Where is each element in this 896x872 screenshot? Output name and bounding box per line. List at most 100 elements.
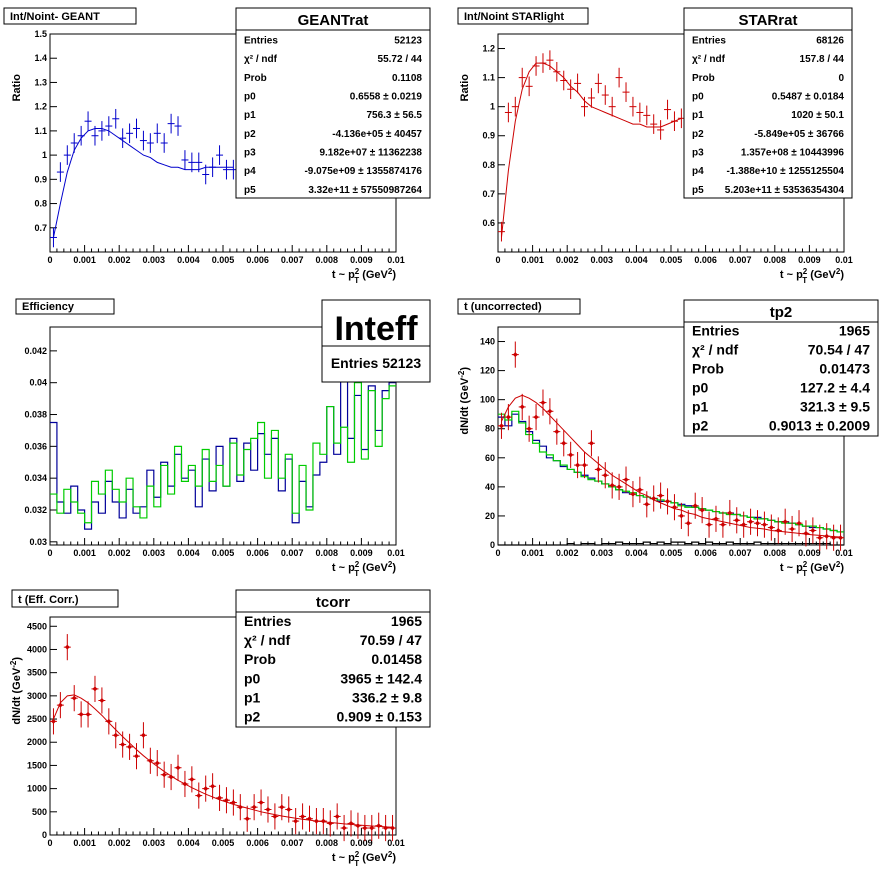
stats-row-value: 68126: [816, 35, 844, 46]
stats-row-value: 0.9013 ± 0.2009: [769, 418, 870, 434]
hist-title: Int/Noint- GEANT: [10, 11, 100, 23]
y-tick-label: 140: [480, 337, 495, 347]
data-point-marker: [547, 408, 553, 414]
data-point-marker: [817, 535, 823, 541]
data-point-marker: [71, 695, 77, 701]
data-point-marker: [78, 711, 84, 717]
data-point-marker: [568, 452, 574, 458]
data-point-marker: [106, 718, 112, 724]
stats-title: tp2: [770, 304, 793, 321]
y-tick-label: 1.2: [482, 44, 495, 54]
data-point-marker: [161, 772, 167, 778]
y-tick-label: 2500: [27, 714, 47, 724]
stats-box: [683, 7, 853, 199]
y-tick-label: 1: [490, 102, 495, 112]
x-tick-label: 0.009: [798, 548, 821, 558]
y-tick-label: 40: [485, 482, 495, 492]
y-tick-label: 120: [480, 366, 495, 376]
x-tick-label: 0.002: [556, 255, 579, 265]
data-point-marker: [838, 535, 844, 541]
x-tick-label: 0.007: [729, 548, 752, 558]
x-tick-label: 0.005: [660, 548, 683, 558]
data-point-marker: [223, 797, 229, 803]
data-point-marker: [355, 823, 361, 829]
y-tick-label: 1.2: [34, 102, 47, 112]
stats-row-label: p4: [244, 166, 256, 177]
data-point-marker: [713, 516, 719, 522]
x-axis-label: t ~ p2 T (GeV2): [780, 560, 844, 578]
y-tick-label: 3500: [27, 668, 47, 678]
data-point-marker: [741, 522, 747, 528]
stats-row-label: p0: [244, 670, 261, 686]
stats-row-label: χ² / ndf: [692, 342, 738, 358]
data-point-marker: [369, 825, 375, 831]
data-point-marker: [831, 535, 837, 541]
stats-row-value: 70.59 / 47: [360, 632, 422, 648]
x-tick-label: 0.007: [281, 255, 304, 265]
data-point-marker: [327, 820, 333, 826]
x-tick-label: 0: [495, 255, 500, 265]
stats-row-value: 55.72 / 44: [378, 54, 423, 65]
x-tick-label: 0.008: [764, 255, 787, 265]
x-tick-label: 0.004: [625, 255, 648, 265]
data-point-marker: [678, 513, 684, 519]
y-tick-label: 1500: [27, 760, 47, 770]
data-point-marker: [810, 527, 816, 533]
y-tick-label: 1.3: [34, 77, 47, 87]
stats-row-value: -4.136e+05 ± 40457: [332, 129, 422, 140]
x-tick-label: 0.006: [694, 548, 717, 558]
data-point-marker: [286, 806, 292, 812]
data-point-marker: [203, 786, 209, 792]
data-point-marker: [582, 462, 587, 468]
x-tick-label: 0: [47, 838, 52, 848]
data-point-marker: [376, 823, 382, 829]
y-tick-label: 3000: [27, 691, 47, 701]
x-tick-label: 0.005: [212, 255, 235, 265]
y-tick-label: 80: [485, 424, 495, 434]
data-point-marker: [258, 800, 264, 806]
data-point-marker: [588, 440, 594, 446]
data-point-marker: [383, 825, 389, 831]
stats-title: tcorr: [316, 594, 350, 611]
y-tick-label: 100: [480, 395, 495, 405]
stats-row-label: p1: [244, 110, 256, 121]
hist-title-box: [3, 7, 137, 25]
panel-2: 0 0.001 0.002 0.003 0.004 0.005 0.006 0.007 0.00…: [15, 298, 431, 578]
x-tick-label: 0.003: [591, 548, 614, 558]
stats-row-label: Prob: [244, 73, 267, 84]
stats-row-label: p5: [244, 185, 256, 196]
stats-row-value: 0.01458: [371, 651, 422, 667]
stats-row-value: 3965 ± 142.4: [340, 670, 422, 686]
x-tick-label: 0.006: [694, 255, 717, 265]
x-axis-label: t ~ p2 T (GeV2): [332, 560, 396, 578]
x-tick-label: 0.007: [281, 548, 304, 558]
y-tick-label: 0.038: [24, 410, 47, 420]
x-tick-label: 0.002: [556, 548, 579, 558]
data-point-marker: [775, 527, 781, 533]
data-point-marker: [727, 510, 733, 516]
x-tick-label: 0.003: [143, 255, 166, 265]
stats-row-label: Entries: [692, 35, 726, 46]
y-tick-label: 0.036: [24, 441, 47, 451]
data-point-marker: [782, 519, 788, 525]
hist-title-box: [11, 589, 119, 608]
data-point-marker: [210, 783, 216, 789]
data-point-marker: [692, 503, 698, 509]
y-tick-label: 4500: [27, 621, 47, 631]
stats-row-label: p2: [244, 709, 261, 725]
y-tick-label: 1000: [27, 784, 47, 794]
stats-row-label: Entries: [244, 613, 292, 629]
y-tick-label: 60: [485, 453, 495, 463]
data-point-marker: [519, 404, 525, 410]
stats-row-value: 70.54 / 47: [808, 342, 870, 358]
data-point-marker: [575, 462, 581, 468]
x-tick-label: 0: [47, 255, 52, 265]
stats-title: GEANTrat: [298, 12, 369, 29]
stats-row-label: p0: [244, 91, 256, 102]
data-point-marker: [533, 414, 539, 420]
data-point-marker: [796, 520, 802, 526]
data-point-marker: [134, 753, 139, 759]
data-point-marker: [85, 711, 91, 717]
stats-box: [235, 589, 431, 728]
